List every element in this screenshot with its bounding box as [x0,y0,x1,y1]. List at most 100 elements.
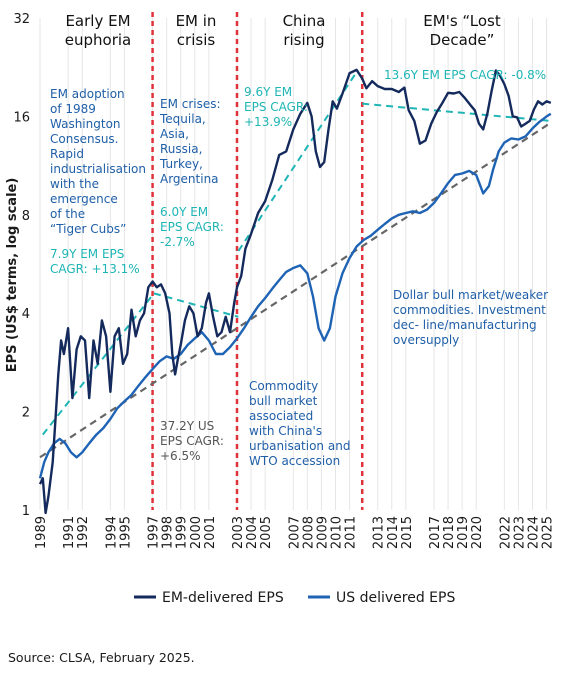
annotation: EM crises: Tequila, Asia, Russia, Turkey, Arg… [159,97,221,186]
annotation-line: +6.5% [160,449,201,463]
y-tick-label: 2 [22,406,30,421]
annotation: Commodity bull market associated with China… [249,379,350,468]
cagr-trend-line [237,69,359,252]
annotation: 9.6Y EM EPS CAGR: +13.9% [244,85,308,129]
annotation-line: oversupply [393,333,459,347]
era-title-line: EM's “Lost [423,12,501,30]
x-tick-label: 1991 [62,516,77,549]
annotation-line: commodities. Investment [393,303,546,317]
era-title: Early EM euphoria [65,12,131,49]
x-tick-label: 2020 [470,516,485,549]
annotations: EM adoption of 1989 Washington Consensus. Ra… [50,68,548,468]
era-title: China rising [283,12,326,49]
annotation-line: associated [249,409,313,423]
annotation: 37.2Y US EPS CAGR: +6.5% [160,419,224,463]
x-tick-label: 2003 [231,516,246,549]
era-title: EM's “Lost Decade” [423,12,501,49]
x-tick-label: 2025 [541,516,556,549]
annotation: Dollar bull market/weaker commodities. In… [393,288,548,347]
annotation-line: of 1989 [50,102,96,116]
annotation-line: with China's [249,424,322,438]
annotation-line: Turkey, [159,157,203,171]
annotation-line: Tequila, [159,112,206,126]
x-axis: 1989 1991 1992 1994 1995 1997 1998 1999 2000 2001… [34,516,556,549]
annotation-line: Consensus. [50,132,119,146]
x-tick-label: 1999 [175,516,190,549]
legend: EM-delivered EPS US delivered EPS [134,590,455,606]
x-tick-label: 2008 [301,516,316,549]
x-tick-label: 2022 [498,516,513,549]
x-tick-label: 2023 [512,516,527,549]
annotation-line: 7.9Y EM EPS [50,247,124,261]
annotation-line: +13.9% [244,115,292,129]
x-tick-label: 2005 [259,516,274,549]
era-dividers [151,12,364,510]
x-tick-label: 2015 [400,516,415,549]
annotation-line: dec- line/manufacturing [393,318,537,332]
annotation-line: bull market [249,394,318,408]
x-tick-label: 2007 [287,516,302,549]
cagr-trend-line [362,102,551,122]
era-titles: Early EM euphoria EM in crisis China rising EM… [65,12,501,49]
era-title: EM in crisis [176,12,217,49]
annotation-line: 9.6Y EM [244,85,292,99]
annotation-line: Dollar bull market/weaker [393,288,548,302]
x-tick-label: 2001 [203,516,218,549]
annotation-line: CAGR: +13.1% [50,262,140,276]
era-title-line: Early EM [65,12,130,30]
x-tick-label: 2004 [245,516,260,549]
annotation-line: Asia, [160,127,189,141]
y-tick-label: 32 [13,12,30,27]
annotation-line: 37.2Y US [160,419,214,433]
era-title-line: rising [283,31,324,49]
x-tick-label: 2000 [189,516,204,549]
x-tick-label: 2014 [386,516,401,549]
y-axis: 1 2 4 8 16 32 [13,12,30,519]
x-tick-label: 1989 [34,516,49,549]
annotation-line: 6.0Y EM [160,205,208,219]
y-tick-label: 1 [22,504,30,519]
x-tick-label: 2011 [344,516,359,549]
annotation-line: “Tiger Cubs” [50,222,126,236]
annotation: 6.0Y EM EPS CAGR: -2.7% [160,205,224,249]
source-note: Source: CLSA, February 2025. [8,650,195,665]
era-title-line: euphoria [65,31,131,49]
y-tick-label: 4 [22,307,30,322]
annotation-line: Washington [50,117,121,131]
era-title-line: EM in [176,12,217,30]
annotation-line: urbanisation and [249,439,350,453]
annotation-line: with the [50,177,99,191]
series-lines [38,68,552,515]
legend-label-em: EM-delivered EPS [162,590,284,606]
annotation-line: Commodity [249,379,318,393]
annotation-line: -2.7% [160,235,195,249]
x-tick-label: 1994 [104,516,119,549]
annotation-line: Rapid [50,147,84,161]
annotation-line: Russia, [160,142,202,156]
annotation-line: industrialisation [50,162,146,176]
annotation-line: EM adoption [50,87,125,101]
x-tick-label: 1995 [118,516,133,549]
x-tick-label: 2017 [428,516,443,549]
x-tick-label: 1997 [147,516,162,549]
em-eps-line [38,68,552,515]
annotation: 13.6Y EM EPS CAGR: -0.8% [384,68,546,82]
trend-lines [39,69,552,459]
x-tick-label: 2009 [315,516,330,549]
annotation: 7.9Y EM EPS CAGR: +13.1% [50,247,140,276]
us-eps-line [38,112,552,479]
annotation-line: EPS CAGR: [244,100,308,114]
era-title-line: China [283,12,326,30]
era-title-line: Decade” [430,31,495,49]
annotation-line: EPS CAGR: [160,434,224,448]
x-tick-label: 2024 [526,516,541,549]
annotation-line: WTO accession [249,454,340,468]
annotation-line: EM crises: [160,97,221,111]
annotation-line: EPS CAGR: [160,220,224,234]
era-title-line: crisis [177,31,216,49]
y-axis-label: EPS (US$ terms, log scale) [5,178,20,373]
cagr-trend-line [153,292,239,318]
annotation: EM adoption of 1989 Washington Consensus. Ra… [50,87,146,236]
x-tick-label: 2019 [456,516,471,549]
